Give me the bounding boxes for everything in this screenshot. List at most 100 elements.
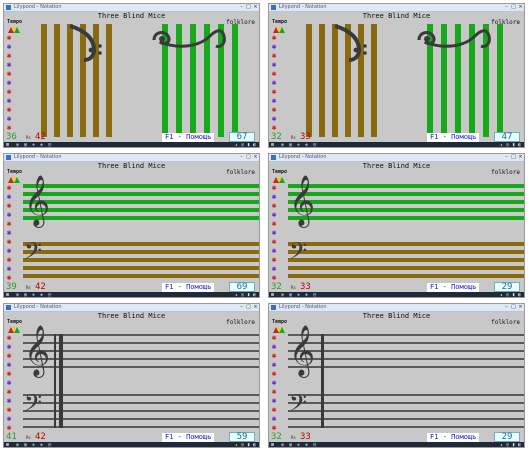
staff-line[interactable]	[288, 426, 524, 428]
minimize-button[interactable]: –	[240, 4, 243, 10]
star-icon[interactable]: ✱	[6, 228, 12, 237]
star-icon[interactable]: ✱	[271, 192, 277, 201]
star-icon[interactable]: ✱	[271, 33, 277, 42]
star-icon[interactable]: ✱	[271, 228, 277, 237]
string-bar[interactable]	[190, 24, 196, 137]
staff-line[interactable]	[288, 358, 524, 360]
taskbar-apps-icon[interactable]: ◉ ▣ ◈ ◆ ▤	[281, 442, 318, 448]
string-bar[interactable]	[93, 24, 99, 137]
staff-line[interactable]	[23, 184, 259, 188]
tempo-flag-icon[interactable]	[272, 176, 286, 184]
star-icon[interactable]: ✱	[271, 60, 277, 69]
staff-line[interactable]	[288, 350, 524, 352]
string-bar[interactable]	[54, 24, 60, 137]
string-bar[interactable]	[106, 24, 112, 137]
star-icon[interactable]: ✱	[271, 183, 277, 192]
maximize-button[interactable]: □	[246, 304, 251, 310]
star-icon[interactable]: ✱	[6, 342, 12, 351]
tempo-flag-icon[interactable]	[7, 176, 21, 184]
star-icon[interactable]: ✱	[271, 246, 277, 255]
star-icon[interactable]: ✱	[271, 87, 277, 96]
star-icon[interactable]: ✱	[271, 360, 277, 369]
string-bar[interactable]	[204, 24, 210, 137]
close-button[interactable]: ×	[518, 4, 523, 10]
close-button[interactable]: ×	[253, 4, 258, 10]
staff-line[interactable]	[288, 334, 524, 336]
staff-line[interactable]	[288, 200, 524, 204]
taskbar-apps-icon[interactable]: ◉ ▣ ◈ ◆ ▤	[16, 442, 53, 448]
string-bar[interactable]	[306, 24, 312, 137]
star-icon[interactable]: ✱	[6, 378, 12, 387]
star-icon[interactable]: ✱	[271, 378, 277, 387]
star-icon[interactable]: ✱	[271, 210, 277, 219]
staff-line[interactable]	[288, 366, 524, 368]
string-bar[interactable]	[371, 24, 377, 137]
star-icon[interactable]: ✱	[6, 192, 12, 201]
staff-line[interactable]	[288, 342, 524, 344]
star-icon[interactable]: ✱	[271, 387, 277, 396]
windows-start-icon[interactable]: ⊞	[6, 292, 10, 298]
string-bar[interactable]	[80, 24, 86, 137]
star-icon[interactable]: ✱	[271, 369, 277, 378]
staff-line[interactable]	[23, 410, 259, 412]
system-tray-icon[interactable]: ▴ ◎ ▮ ◐	[234, 442, 256, 448]
minimize-button[interactable]: –	[240, 304, 243, 310]
maximize-button[interactable]: □	[511, 304, 516, 310]
star-icon[interactable]: ✱	[271, 396, 277, 405]
staff-line[interactable]	[288, 258, 524, 262]
staff-line[interactable]	[23, 394, 259, 396]
system-tray-icon[interactable]: ▴ ◎ ▮ ◐	[499, 142, 521, 148]
star-icon[interactable]: ✱	[6, 78, 12, 87]
star-icon[interactable]: ✱	[6, 201, 12, 210]
star-icon[interactable]: ✱	[271, 351, 277, 360]
staff-line[interactable]	[23, 350, 259, 352]
string-bar[interactable]	[218, 24, 224, 137]
star-icon[interactable]: ✱	[6, 414, 12, 423]
string-bar[interactable]	[232, 24, 238, 137]
star-icon[interactable]: ✱	[6, 360, 12, 369]
staff-line[interactable]	[23, 242, 259, 246]
maximize-button[interactable]: □	[511, 154, 516, 160]
taskbar-apps-icon[interactable]: ◉ ▣ ◈ ◆ ▤	[281, 142, 318, 148]
close-button[interactable]: ×	[253, 154, 258, 160]
star-icon[interactable]: ✱	[6, 123, 12, 132]
star-icon[interactable]: ✱	[271, 423, 277, 432]
staff-line[interactable]	[23, 334, 259, 336]
star-icon[interactable]: ✱	[271, 342, 277, 351]
string-bar[interactable]	[497, 24, 503, 137]
staff-line[interactable]	[288, 266, 524, 270]
staff-line[interactable]	[288, 250, 524, 254]
windows-start-icon[interactable]: ⊞	[271, 292, 275, 298]
windows-start-icon[interactable]: ⊞	[271, 142, 275, 148]
star-icon[interactable]: ✱	[6, 51, 12, 60]
string-bar[interactable]	[162, 24, 168, 137]
staff-line[interactable]	[23, 208, 259, 212]
star-icon[interactable]: ✱	[271, 51, 277, 60]
star-icon[interactable]: ✱	[6, 246, 12, 255]
taskbar-apps-icon[interactable]: ◉ ▣ ◈ ◆ ▤	[281, 292, 318, 298]
star-icon[interactable]: ✱	[271, 414, 277, 423]
system-tray-icon[interactable]: ▴ ◎ ▮ ◐	[499, 292, 521, 298]
star-icon[interactable]: ✱	[6, 183, 12, 192]
star-icon[interactable]: ✱	[6, 60, 12, 69]
star-icon[interactable]: ✱	[271, 255, 277, 264]
help-hint[interactable]: F1 - Помощь	[427, 433, 480, 442]
staff-line[interactable]	[23, 402, 259, 404]
staff-line[interactable]	[23, 192, 259, 196]
star-icon[interactable]: ✱	[271, 78, 277, 87]
taskbar-apps-icon[interactable]: ◉ ▣ ◈ ◆ ▤	[16, 142, 53, 148]
help-hint[interactable]: F1 - Помощь	[427, 133, 480, 142]
star-icon[interactable]: ✱	[6, 264, 12, 273]
star-icon[interactable]: ✱	[271, 333, 277, 342]
star-icon[interactable]: ✱	[271, 237, 277, 246]
staff-line[interactable]	[23, 216, 259, 220]
staff-line[interactable]	[23, 250, 259, 254]
maximize-button[interactable]: □	[246, 154, 251, 160]
star-icon[interactable]: ✱	[271, 105, 277, 114]
staff-line[interactable]	[23, 274, 259, 278]
string-bar[interactable]	[483, 24, 489, 137]
tempo-flag-icon[interactable]	[7, 326, 21, 334]
star-icon[interactable]: ✱	[6, 42, 12, 51]
staff-line[interactable]	[23, 266, 259, 270]
staff-line[interactable]	[288, 410, 524, 412]
